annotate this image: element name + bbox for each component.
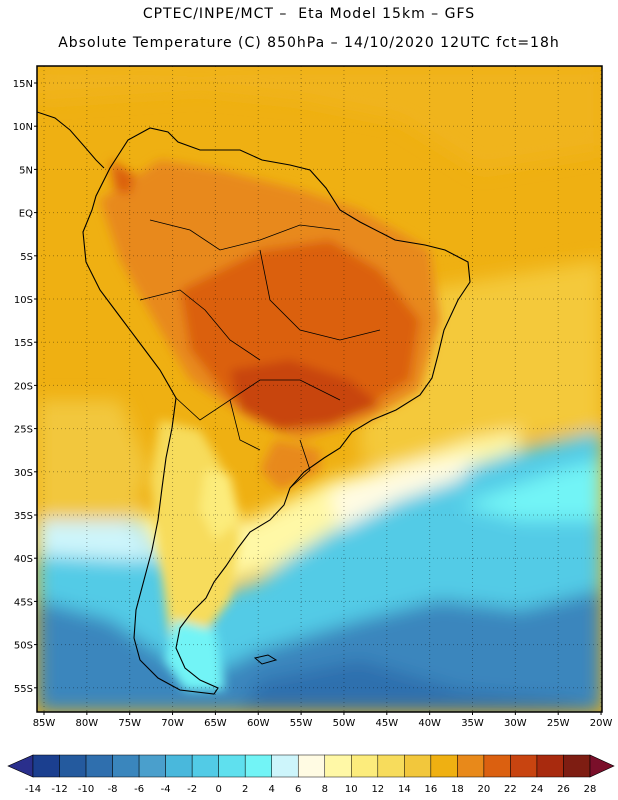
latitude-label: 20S: [14, 381, 33, 392]
colorbar-low-arrow: [7, 754, 34, 778]
longitude-label: 55W: [290, 718, 313, 729]
falklands: [253, 654, 278, 665]
latitude-label: 5N: [19, 165, 33, 176]
colorbar-swatch: [112, 754, 140, 778]
colorbar-tick-label: 22: [504, 784, 517, 795]
latitude-label: 15N: [13, 79, 33, 90]
latitude-label: 55S: [14, 684, 33, 695]
longitude-labels: 85W 80W 75W 70W 65W 60W 55W 50W 45W 40W 35W 30W 25W 2…: [33, 712, 613, 729]
colorbar-swatch: [59, 754, 87, 778]
colorbar-tick-label: 24: [531, 784, 544, 795]
country-borders: [139, 219, 381, 489]
longitude-label: 40W: [418, 718, 441, 729]
colorbar-swatch: [483, 754, 511, 778]
colorbar-tick-label: 10: [345, 784, 358, 795]
longitude-label: 70W: [161, 718, 184, 729]
colorbar-swatch: [218, 754, 246, 778]
colorbar-swatch: [191, 754, 219, 778]
colorbar-tick-label: -14: [25, 784, 41, 795]
map-subtitle: Absolute Temperature (C) 850hPa – 14/10/…: [58, 35, 560, 51]
map-title: CPTEC/INPE/MCT – Eta Model 15km – GFS: [142, 6, 476, 22]
colorbar-swatch: [510, 754, 538, 778]
colorbar-tick-label: 8: [322, 784, 328, 795]
colorbar-tick-label: 12: [371, 784, 384, 795]
longitude-label: 20W: [590, 718, 613, 729]
colorbar-swatch: [377, 754, 405, 778]
latitude-label: 15S: [14, 338, 33, 349]
colorbar-tick-label: -4: [161, 784, 171, 795]
longitude-label: 35W: [461, 718, 484, 729]
latitude-label: EQ: [19, 209, 33, 220]
colorbar-swatch: [271, 754, 299, 778]
colorbar: -14 -12 -10 -8 -6 -4 -2 0 2 4 6 8 10 12 14 16 18 20 22 24 26…: [7, 754, 615, 795]
latitude-label: 40S: [14, 554, 33, 565]
colorbar-tick-label: 20: [478, 784, 491, 795]
colorbar-tick-label: 28: [584, 784, 597, 795]
latitude-label: 25S: [14, 425, 33, 436]
latitude-label: 5S: [20, 252, 33, 263]
map-frame: [36, 65, 603, 713]
colorbar-tick-label: 2: [242, 784, 248, 795]
colorbar-swatch: [457, 754, 485, 778]
colorbar-swatch: [244, 754, 272, 778]
colorbar-swatch: [563, 754, 591, 778]
colorbar-swatch: [404, 754, 432, 778]
longitude-label: 75W: [118, 718, 141, 729]
longitude-label: 30W: [504, 718, 527, 729]
longitude-label: 50W: [333, 718, 356, 729]
longitude-label: 45W: [375, 718, 398, 729]
longitude-label: 65W: [204, 718, 227, 729]
longitude-label: 80W: [76, 718, 99, 729]
longitude-label: 85W: [33, 718, 56, 729]
colorbar-tick-label: -12: [51, 784, 67, 795]
colorbar-swatch: [536, 754, 564, 778]
colorbar-swatch: [85, 754, 113, 778]
colorbar-tick-label: -8: [108, 784, 118, 795]
colorbar-tick-label: -10: [78, 784, 94, 795]
colorbar-swatch: [165, 754, 193, 778]
colorbar-high-arrow: [589, 754, 615, 778]
colorbar-tick-label: 18: [451, 784, 464, 795]
latitude-label: 35S: [14, 511, 33, 522]
latitude-label: 10S: [14, 295, 33, 306]
latitude-label: 10N: [13, 122, 33, 133]
latitude-label: 30S: [14, 468, 33, 479]
colorbar-swatch: [324, 754, 352, 778]
colorbar-tick-label: 14: [398, 784, 411, 795]
colorbar-tick-label: 16: [424, 784, 437, 795]
colorbar-swatch: [430, 754, 458, 778]
longitude-label: 60W: [247, 718, 270, 729]
colorbar-tick-label: 6: [295, 784, 301, 795]
colorbar-tick-label: -6: [134, 784, 144, 795]
latitude-label: 45S: [14, 597, 33, 608]
colorbar-tick-label: 0: [215, 784, 221, 795]
temperature-field: [37, 66, 602, 712]
colorbar-tick-label: -2: [187, 784, 197, 795]
colorbar-swatch: [351, 754, 379, 778]
colorbar-swatch: [32, 754, 60, 778]
latitude-label: 50S: [14, 641, 33, 652]
central-america: [37, 111, 105, 169]
colorbar-tick-label: 4: [269, 784, 275, 795]
colorbar-swatch: [297, 754, 326, 778]
colorbar-swatch: [138, 754, 166, 778]
longitude-label: 25W: [547, 718, 570, 729]
colorbar-tick-label: 26: [557, 784, 570, 795]
latitude-labels: 15N 10N 5N EQ 5S 10S 15S 20S 25S 30S 35S 40S 45S 50S 5…: [13, 79, 37, 695]
